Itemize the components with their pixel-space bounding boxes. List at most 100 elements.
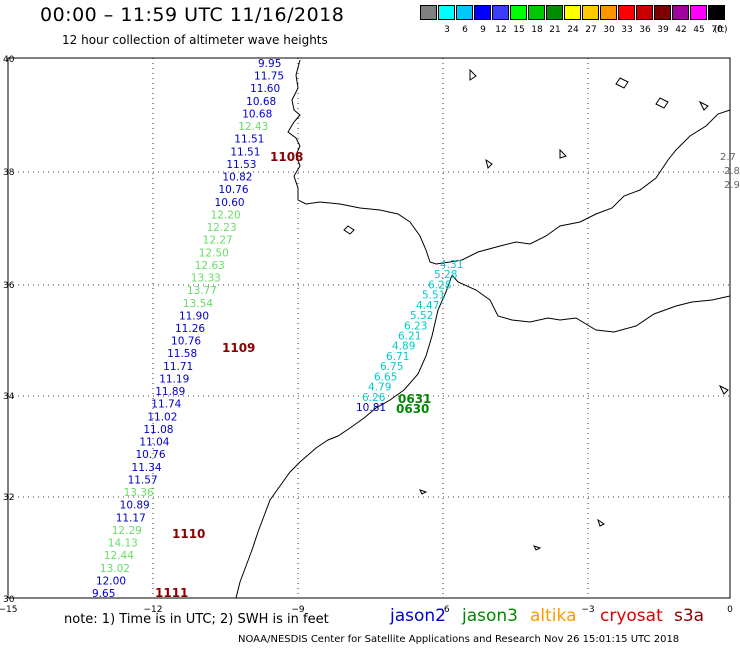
scale-label: 70: [711, 25, 723, 35]
scale-swatch: [618, 5, 635, 20]
footer-credit: NOAA/NESDIS Center for Satellite Applica…: [238, 634, 680, 645]
coastlines: [235, 59, 731, 599]
track-value: 11.58: [167, 348, 197, 360]
color-scale-unit: (ft): [714, 25, 728, 35]
track-value: 11.26: [175, 323, 205, 335]
track-value: 6.23: [404, 320, 427, 332]
track-value: 11.02: [147, 411, 177, 423]
track-value: 14.13: [108, 538, 138, 550]
track-value: 4.31: [440, 259, 463, 271]
lat-label: 30: [3, 595, 15, 605]
track-value: 10.89: [120, 500, 150, 512]
track-value: 12.29: [112, 525, 142, 537]
lon-label: −6: [436, 605, 450, 615]
lat-label: 32: [3, 493, 14, 503]
track-value: 13.77: [187, 285, 217, 297]
track-value: 11.04: [139, 437, 169, 449]
time-label: 1109: [222, 341, 255, 355]
scale-label: 15: [513, 25, 525, 35]
scale-swatch: [474, 5, 491, 20]
time-label: 1110: [172, 527, 205, 541]
scale-label: 36: [639, 25, 651, 35]
track-value: 12.27: [203, 235, 233, 247]
scale-swatch: [636, 5, 653, 20]
scale-swatch: [546, 5, 563, 20]
lat-label: 36: [3, 281, 15, 291]
time-label: 0631: [398, 392, 431, 406]
longitude-labels: −15 −12 −9 −6 −3 0: [0, 605, 733, 615]
track-value: 10.76: [171, 336, 201, 348]
scale-label: 24: [567, 25, 579, 35]
grid-lines: [8, 58, 730, 598]
track-value: 11.34: [132, 462, 162, 474]
scale-label: 42: [675, 25, 687, 35]
scale-swatch: [564, 5, 581, 20]
track-value: 11.60: [250, 83, 280, 95]
track-value: 12.44: [104, 550, 134, 562]
track-value: 6.28: [428, 279, 451, 291]
track-value: 12.23: [207, 222, 237, 234]
track-value: 4.79: [368, 382, 391, 394]
track-value: 12.00: [96, 575, 126, 587]
scale-label: 12: [495, 25, 507, 35]
track-value: 12.63: [195, 260, 225, 272]
lon-label: 0: [727, 605, 733, 615]
track-value: 10.82: [222, 172, 252, 184]
scale-label: 30: [603, 25, 615, 35]
track-value: 12.20: [211, 209, 241, 221]
track-value: 10.81: [356, 402, 386, 414]
track-value: 11.75: [254, 71, 284, 83]
track-value: 11.53: [226, 159, 256, 171]
scale-label: 33: [621, 25, 633, 35]
track-value: 10.76: [135, 449, 165, 461]
track-value: 11.71: [163, 361, 193, 373]
lat-label: 40: [3, 55, 15, 65]
track-value: 13.54: [183, 298, 213, 310]
lon-label: −12: [144, 605, 163, 615]
scale-swatch: [654, 5, 671, 20]
lon-label: −9: [291, 605, 305, 615]
track-value: 10.68: [242, 108, 272, 120]
scale-swatch: [690, 5, 707, 20]
track-value: 6.21: [398, 331, 421, 343]
track-value: 10.60: [215, 197, 245, 209]
track-value: 9.65: [92, 588, 115, 600]
track-value: 4.89: [392, 341, 415, 353]
track-west-values: 9.9511.7511.6010.6810.6812.4311.5111.511…: [92, 58, 284, 600]
edge-value: 2.8: [724, 166, 740, 177]
track-value: 13.33: [191, 273, 221, 285]
track-value: 11.51: [230, 146, 260, 158]
footer-note: note: 1) Time is in UTC; 2) SWH is in fe…: [64, 612, 329, 627]
legend-jason3: jason3: [462, 606, 518, 626]
track-value: 11.17: [116, 512, 146, 524]
latitude-labels: 40 38 36 34 32 30: [3, 55, 15, 605]
track-east-values: 4.315.286.285.514.475.526.236.214.896.71…: [356, 259, 463, 414]
track-value: 13.02: [100, 563, 130, 575]
scale-swatch: [420, 5, 437, 20]
scale-swatch: [582, 5, 599, 20]
page-subtitle: 12 hour collection of altimeter wave hei…: [62, 33, 328, 47]
lat-label: 34: [3, 392, 15, 402]
legend-cryosat: cryosat: [600, 606, 663, 626]
track-value: 11.19: [159, 373, 189, 385]
track-value: 11.74: [151, 399, 181, 411]
edge-value: 2.7: [720, 152, 736, 163]
track-value: 11.89: [155, 386, 185, 398]
lon-label: −15: [0, 605, 18, 615]
track-value: 11.51: [234, 134, 264, 146]
scale-label: 9: [480, 25, 486, 35]
track-value: 6.65: [374, 371, 397, 383]
scale-swatch: [672, 5, 689, 20]
scale-swatch: [510, 5, 527, 20]
time-label: 1108: [270, 150, 303, 164]
lat-label: 38: [3, 168, 15, 178]
track-value: 11.57: [128, 474, 158, 486]
scale-label: 27: [585, 25, 597, 35]
track-value: 6.75: [380, 361, 403, 373]
scale-label: 6: [462, 25, 468, 35]
scale-swatch: [492, 5, 509, 20]
track-value: 11.90: [179, 310, 209, 322]
scale-swatch: [708, 5, 725, 20]
track-value: 12.43: [238, 121, 268, 133]
